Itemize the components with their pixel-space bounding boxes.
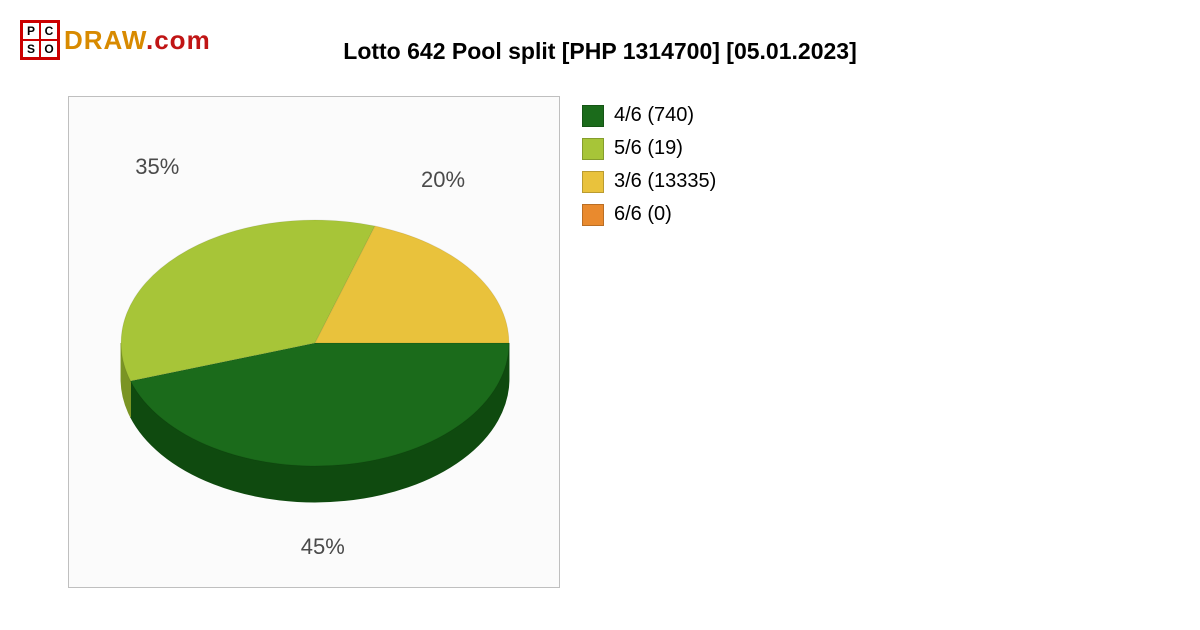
legend-swatch (582, 105, 604, 127)
legend-label: 5/6 (19) (614, 137, 683, 160)
legend-swatch (582, 204, 604, 226)
pie-chart: 45% 35% 20% (68, 96, 560, 588)
legend: 4/6 (740) 5/6 (19) 3/6 (13335) 6/6 (0) (582, 104, 716, 236)
legend-swatch (582, 138, 604, 160)
slice-percent-label: 45% (301, 534, 345, 560)
legend-label: 3/6 (13335) (614, 170, 716, 193)
legend-label: 4/6 (740) (614, 104, 694, 127)
legend-item: 4/6 (740) (582, 104, 716, 127)
legend-item: 3/6 (13335) (582, 170, 716, 193)
legend-item: 5/6 (19) (582, 137, 716, 160)
slice-percent-label: 35% (135, 154, 179, 180)
legend-swatch (582, 171, 604, 193)
legend-item: 6/6 (0) (582, 203, 716, 226)
chart-title: Lotto 642 Pool split [PHP 1314700] [05.0… (0, 38, 1200, 65)
legend-label: 6/6 (0) (614, 203, 672, 226)
slice-percent-label: 20% (421, 167, 465, 193)
